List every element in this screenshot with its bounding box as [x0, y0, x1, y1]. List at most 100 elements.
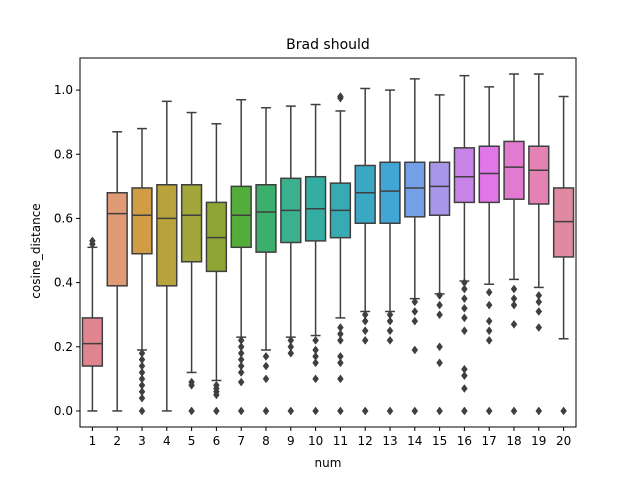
outlier-point [337, 358, 344, 368]
outlier-point [386, 326, 394, 336]
outlier-point [436, 342, 443, 352]
outlier-point [411, 345, 419, 355]
outlier-point [312, 358, 319, 368]
x-tick-label: 11 [333, 434, 348, 448]
outlier-point [461, 406, 468, 416]
outlier-point [237, 406, 245, 416]
outlier-point [461, 284, 468, 294]
x-tick-label: 3 [138, 434, 146, 448]
outlier-point [510, 406, 518, 416]
outlier-point [510, 284, 518, 294]
box-8 [255, 183, 277, 253]
x-tick-label: 18 [506, 434, 521, 448]
y-tick-label: 0.4 [54, 276, 73, 290]
outlier-point [262, 351, 270, 361]
outlier-point [461, 384, 468, 393]
outlier-point [485, 406, 493, 416]
x-tick-label: 15 [432, 434, 447, 448]
outlier-point [461, 326, 468, 336]
outlier-point [461, 303, 468, 313]
outlier-point [436, 358, 443, 368]
outlier-point [535, 323, 543, 332]
y-tick-label: 0.0 [54, 404, 73, 418]
x-tick-label: 4 [163, 434, 171, 448]
x-tick-label: 7 [237, 434, 245, 448]
box-4 [156, 183, 178, 287]
outlier-point [213, 390, 220, 400]
outlier-point [485, 287, 493, 297]
y-tick-label: 0.8 [54, 147, 73, 161]
outlier-point [411, 307, 419, 316]
outlier-point [361, 406, 369, 416]
y-tick-label: 0.6 [54, 211, 73, 225]
plot-frame [79, 57, 577, 428]
outlier-point [312, 374, 319, 384]
x-tick-label: 8 [262, 434, 270, 448]
x-tick-label: 2 [113, 434, 121, 448]
box-16 [453, 147, 476, 204]
outlier-point [436, 291, 443, 300]
outlier-point [560, 406, 567, 416]
box-2 [106, 192, 128, 287]
x-tick-label: 16 [457, 434, 472, 448]
outlier-point [262, 361, 270, 371]
outlier-point [461, 294, 468, 304]
box-3 [131, 187, 153, 255]
box-13 [379, 161, 401, 224]
box-6 [205, 201, 228, 273]
chart-title: Brad should [286, 37, 370, 53]
outlier-point [461, 371, 468, 381]
box-14 [404, 161, 426, 218]
x-tick-label: 1 [89, 434, 97, 448]
x-tick-label: 20 [556, 434, 571, 448]
outlier-point [386, 335, 394, 345]
outlier-point [262, 406, 270, 416]
outlier-point [237, 368, 245, 377]
y-tick-label: 1.0 [54, 83, 73, 97]
box-18 [503, 140, 525, 200]
outlier-point [436, 406, 443, 416]
box-1 [81, 317, 104, 367]
outlier-point [510, 300, 518, 310]
outlier-point [138, 406, 146, 416]
outlier-point [411, 297, 419, 307]
box-5 [180, 183, 203, 263]
outlier-point [262, 374, 270, 384]
plot-area: 1 2 3 4 5 6 7 8 9 10 11 12 13 14 15 16 17 18 19 200.00.20.4… [54, 57, 577, 448]
x-axis-label: num [315, 456, 342, 470]
outlier-point [337, 406, 344, 416]
x-tick-label: 13 [382, 434, 397, 448]
outlier-point [485, 300, 493, 310]
outlier-point [312, 406, 319, 416]
outlier-point [461, 313, 468, 323]
x-tick-label: 9 [287, 434, 295, 448]
outlier-point [485, 335, 493, 345]
outlier-point [337, 374, 344, 384]
outlier-point [510, 319, 518, 329]
box-17 [478, 145, 500, 204]
y-tick-label: 0.2 [54, 340, 73, 354]
box-20 [552, 187, 575, 258]
x-tick-label: 14 [407, 434, 422, 448]
outlier-point [386, 406, 394, 416]
y-axis-label: cosine_distance [29, 203, 43, 298]
outlier-point [485, 326, 493, 336]
outlier-point [188, 406, 195, 416]
x-tick-label: 5 [188, 434, 196, 448]
outlier-point [535, 297, 543, 307]
outlier-point [436, 300, 443, 310]
outlier-point [213, 406, 220, 416]
outlier-point [535, 307, 543, 316]
outlier-point [287, 406, 295, 416]
outlier-point [436, 310, 443, 320]
outlier-point [411, 316, 419, 326]
outlier-point [337, 92, 344, 101]
box-7 [230, 185, 252, 249]
box-19 [528, 145, 550, 205]
x-tick-label: 10 [308, 434, 323, 448]
box-15 [428, 161, 451, 216]
x-tick-label: 19 [531, 434, 546, 448]
outlier-point [361, 316, 369, 326]
x-tick-label: 6 [213, 434, 221, 448]
